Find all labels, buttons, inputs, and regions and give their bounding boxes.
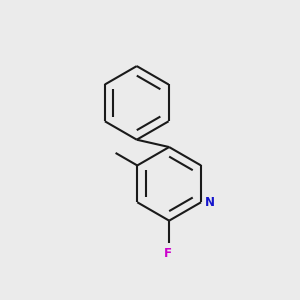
Text: N: N: [205, 196, 215, 209]
Text: F: F: [164, 248, 172, 260]
